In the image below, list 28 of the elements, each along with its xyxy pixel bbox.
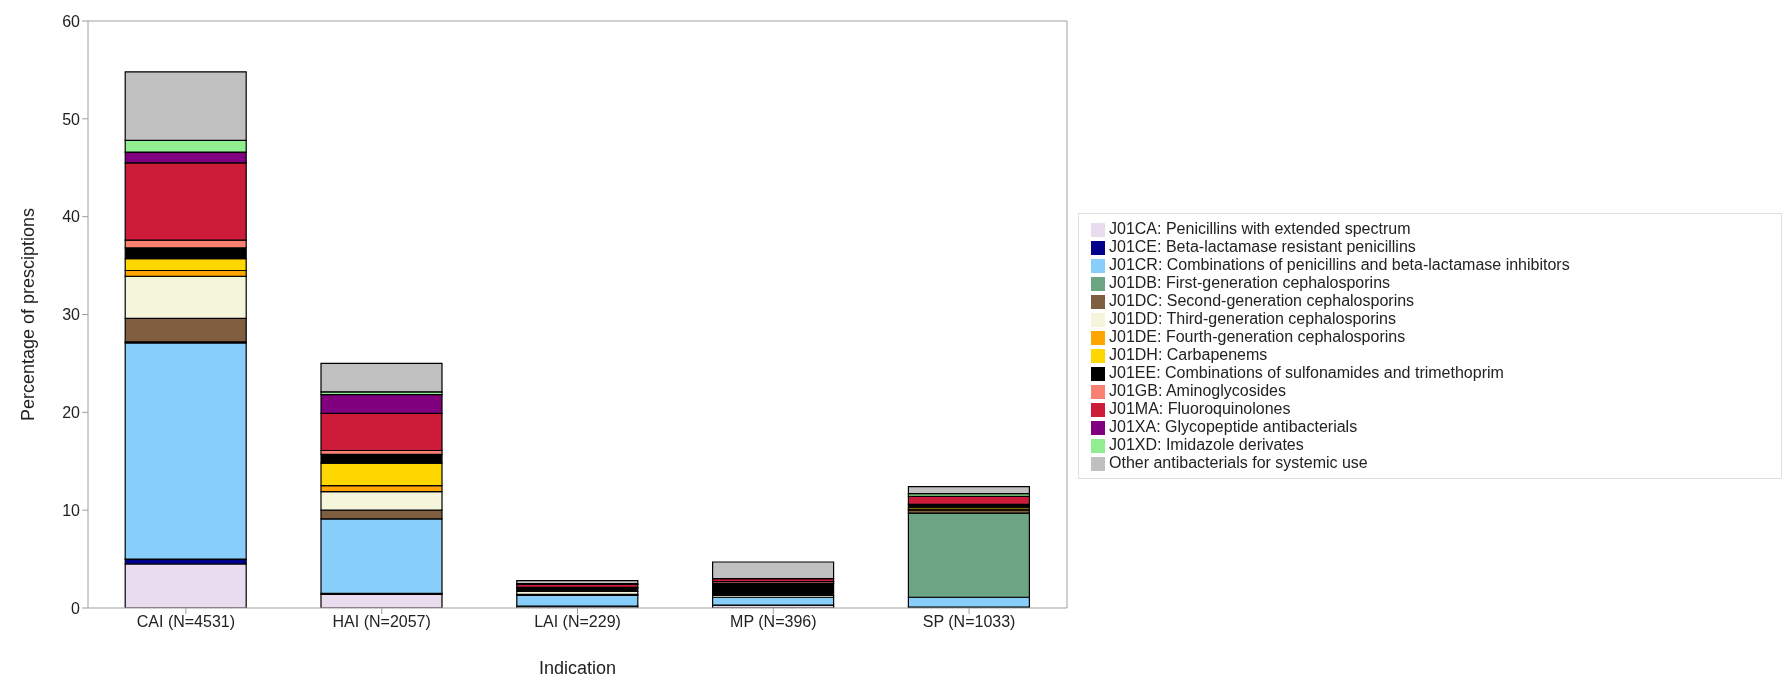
legend-label: J01MA: Fluoroquinolones [1109, 400, 1291, 417]
legend-label: J01DC: Second-generation cephalosporins [1109, 292, 1415, 309]
legend-label: J01CR: Combinations of penicillins and beta-lactamase inhibitors [1109, 256, 1570, 273]
y-tick-label: 60 [62, 12, 81, 30]
y-tick-label: 10 [62, 501, 81, 519]
legend-label: J01CA: Penicillins with extended spectrum [1109, 220, 1411, 237]
x-tick-label: LAI (N=229) [534, 613, 621, 631]
legend-label: Other antibacterials for systemic use [1109, 454, 1368, 471]
y-tick-label: 40 [62, 208, 81, 226]
legend-label: J01XD: Imidazole derivates [1109, 436, 1304, 453]
x-axis-title: Indication [538, 658, 617, 678]
legend-label: J01DB: First-generation cephalosporins [1109, 274, 1391, 291]
legend-label: J01GB: Aminoglycosides [1109, 382, 1286, 399]
legend-label: J01XA: Glycopeptide antibacterials [1109, 418, 1358, 435]
legend-label: J01EE: Combinations of sulfonamides and trimethoprim [1109, 364, 1504, 381]
y-axis-title: Percentage of presciptions [18, 207, 39, 422]
y-tick-label: 30 [62, 306, 81, 324]
x-tick-label: HAI (N=2057) [332, 613, 431, 631]
x-tick-label: CAI (N=4531) [136, 613, 236, 631]
legend-label: J01DE: Fourth-generation cephalosporins [1109, 328, 1406, 345]
legend-label: J01CE: Beta-lactamase resistant penicillins [1109, 238, 1416, 255]
legend-label: J01DH: Carbapenems [1109, 346, 1268, 363]
y-tick-label: 20 [62, 404, 81, 422]
y-tick-label: 50 [62, 110, 81, 128]
legend-label: J01DD: Third-generation cephalosporins [1109, 310, 1396, 327]
x-tick-label: MP (N=396) [730, 613, 817, 631]
y-tick-label: 0 [71, 599, 81, 617]
x-tick-label: SP (N=1033) [922, 613, 1016, 631]
